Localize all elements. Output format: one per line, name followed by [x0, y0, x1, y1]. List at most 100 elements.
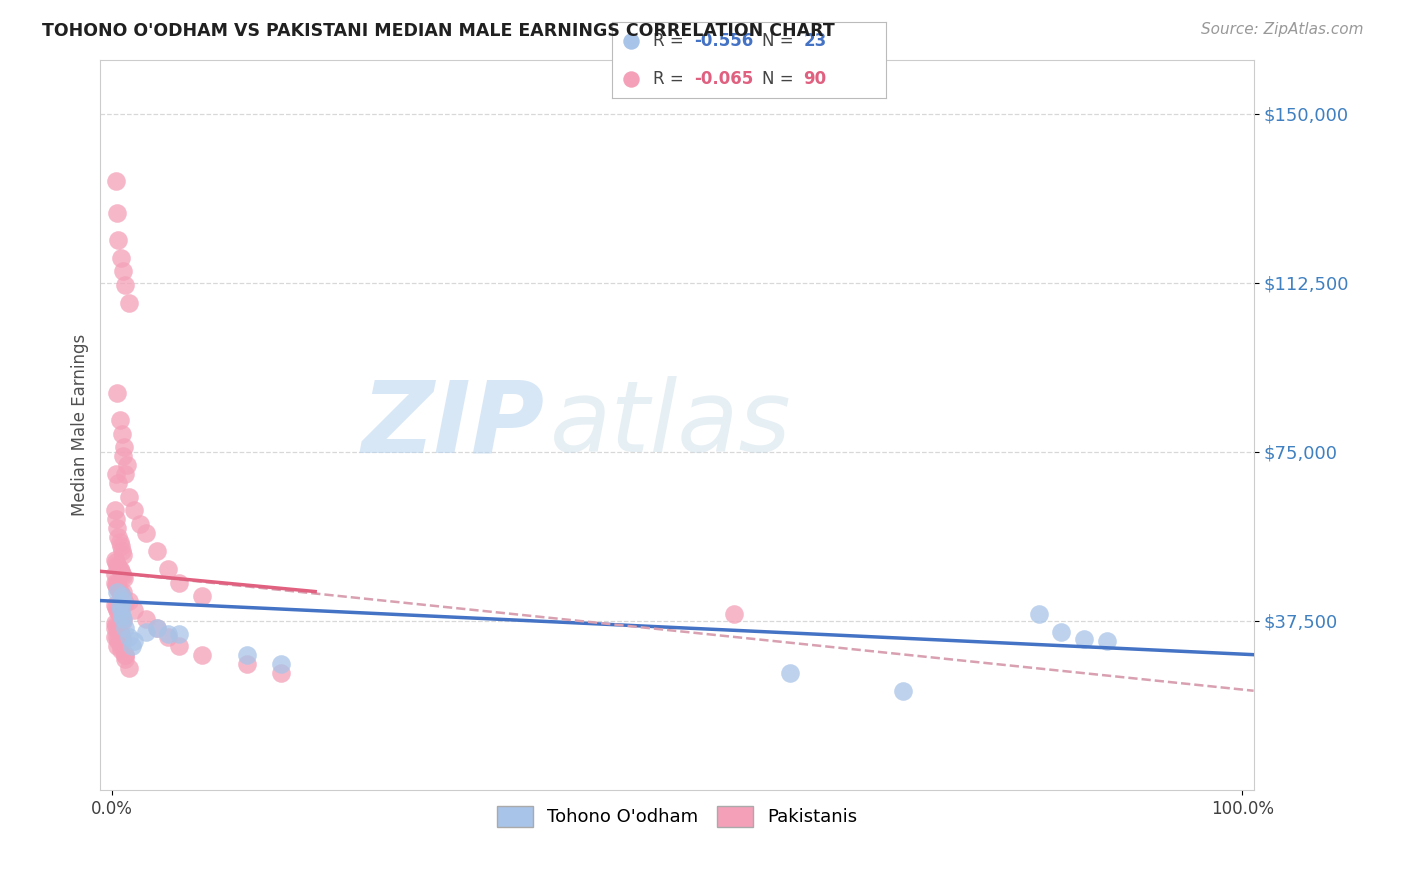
- Point: [104, 630, 127, 644]
- Text: TOHONO O'ODHAM VS PAKISTANI MEDIAN MALE EARNINGS CORRELATION CHART: TOHONO O'ODHAM VS PAKISTANI MEDIAN MALE …: [42, 22, 835, 40]
- Point: [107, 476, 129, 491]
- Point: [114, 648, 136, 662]
- Point: [111, 612, 134, 626]
- Point: [105, 558, 128, 572]
- Point: [1095, 634, 1118, 648]
- Point: [104, 566, 127, 581]
- Point: [107, 233, 129, 247]
- Point: [110, 587, 132, 601]
- Point: [191, 648, 214, 662]
- Point: [107, 623, 129, 637]
- Point: [1028, 607, 1050, 621]
- Point: [111, 614, 134, 628]
- Point: [146, 544, 169, 558]
- Point: [104, 621, 127, 635]
- Point: [104, 575, 127, 590]
- Point: [117, 661, 139, 675]
- Point: [114, 648, 136, 662]
- Point: [107, 605, 129, 619]
- Text: R =: R =: [652, 32, 689, 50]
- Point: [110, 609, 132, 624]
- Point: [122, 602, 145, 616]
- Point: [117, 296, 139, 310]
- Point: [122, 503, 145, 517]
- Text: atlas: atlas: [550, 376, 792, 474]
- Point: [105, 174, 128, 188]
- Text: R =: R =: [652, 70, 689, 88]
- Point: [111, 589, 134, 603]
- Point: [105, 602, 128, 616]
- Point: [111, 612, 134, 626]
- Text: Source: ZipAtlas.com: Source: ZipAtlas.com: [1201, 22, 1364, 37]
- Point: [723, 607, 745, 621]
- Point: [169, 627, 191, 641]
- Point: [105, 467, 128, 482]
- Point: [191, 589, 214, 603]
- Point: [236, 657, 259, 671]
- Point: [108, 413, 131, 427]
- Point: [129, 516, 152, 531]
- Point: [157, 562, 180, 576]
- Point: [110, 251, 132, 265]
- Point: [112, 440, 135, 454]
- Text: -0.556: -0.556: [695, 32, 754, 50]
- Point: [107, 582, 129, 597]
- Legend: Tohono O'odham, Pakistanis: Tohono O'odham, Pakistanis: [488, 797, 866, 836]
- Point: [122, 634, 145, 648]
- Point: [105, 575, 128, 590]
- Point: [146, 621, 169, 635]
- Point: [110, 639, 132, 653]
- Point: [107, 634, 129, 648]
- Point: [105, 639, 128, 653]
- Point: [104, 598, 127, 612]
- Point: [111, 264, 134, 278]
- Point: [169, 639, 191, 653]
- Point: [111, 584, 134, 599]
- Point: [111, 549, 134, 563]
- Point: [111, 544, 134, 558]
- Point: [110, 602, 132, 616]
- Point: [107, 531, 129, 545]
- Point: [157, 630, 180, 644]
- Text: 23: 23: [804, 32, 827, 50]
- Point: [111, 589, 134, 603]
- Point: [110, 540, 132, 554]
- Point: [117, 630, 139, 644]
- Point: [112, 593, 135, 607]
- Point: [105, 630, 128, 644]
- Point: [135, 612, 157, 626]
- Point: [108, 562, 131, 576]
- Text: N =: N =: [762, 70, 799, 88]
- Text: -0.065: -0.065: [695, 70, 754, 88]
- Point: [236, 648, 259, 662]
- Point: [105, 600, 128, 615]
- Point: [104, 616, 127, 631]
- Text: N =: N =: [762, 32, 799, 50]
- Point: [111, 593, 134, 607]
- Point: [270, 665, 292, 680]
- Point: [114, 652, 136, 666]
- Point: [110, 627, 132, 641]
- Point: [108, 598, 131, 612]
- Point: [111, 634, 134, 648]
- Point: [270, 657, 292, 671]
- Point: [117, 458, 139, 473]
- Text: 90: 90: [804, 70, 827, 88]
- Point: [110, 564, 132, 578]
- Point: [111, 568, 134, 582]
- Point: [114, 278, 136, 293]
- Point: [108, 625, 131, 640]
- Point: [117, 490, 139, 504]
- Point: [169, 575, 191, 590]
- Point: [146, 621, 169, 635]
- Point: [108, 535, 131, 549]
- Point: [1073, 632, 1095, 646]
- Y-axis label: Median Male Earnings: Median Male Earnings: [72, 334, 89, 516]
- Point: [105, 512, 128, 526]
- Point: [135, 625, 157, 640]
- Point: [111, 450, 134, 464]
- Point: [104, 503, 127, 517]
- Point: [114, 596, 136, 610]
- Point: [107, 559, 129, 574]
- Point: [110, 643, 132, 657]
